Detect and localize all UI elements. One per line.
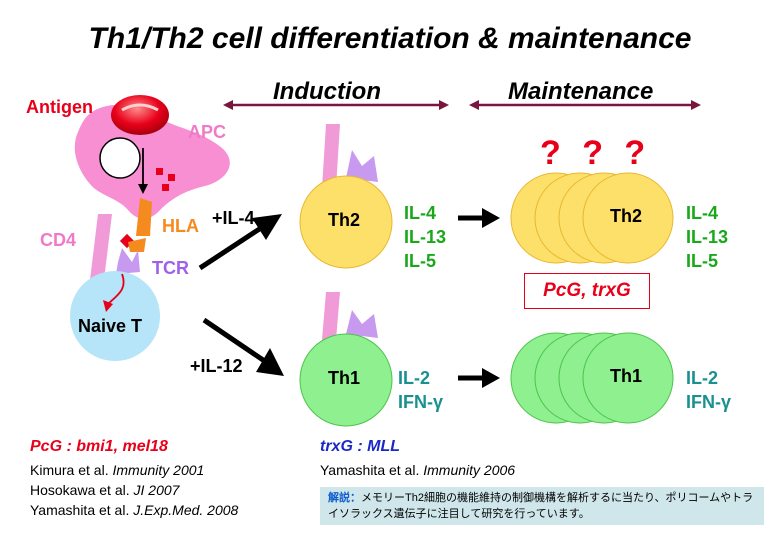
th2-tcr-receptor xyxy=(346,150,378,182)
hla-label: HLA xyxy=(162,216,199,236)
reference-journal: JI 2007 xyxy=(133,482,180,498)
induction-label: Induction xyxy=(273,78,381,105)
signal-arrow xyxy=(107,273,125,305)
th1-label: Th1 xyxy=(328,368,361,388)
note-text: メモリーTh2細胞の機能維持の制御機構を解析するに当たり、ポリコームやトライソラ… xyxy=(328,492,754,520)
th2-maintenance-arrowhead xyxy=(482,208,500,228)
apc-cell xyxy=(74,104,230,219)
peptide-fragment xyxy=(168,174,175,181)
hla-groove xyxy=(128,238,146,252)
th1-cd4-receptor xyxy=(322,292,340,340)
antigen-label: Antigen xyxy=(26,97,93,117)
trxg-reference: Yamashita et al. Immunity 2006 xyxy=(320,460,515,480)
unknown-mechanism-marks: ? ? ? xyxy=(540,134,652,172)
naive-cd4-receptor xyxy=(90,214,112,280)
cd4-label: CD4 xyxy=(40,230,77,250)
il4-arrowhead xyxy=(252,214,282,240)
th1-cell xyxy=(299,333,393,427)
th1-memory-cytokine: IFN-γ xyxy=(686,392,731,412)
antigen-highlight xyxy=(121,103,159,112)
peptide-fragment xyxy=(162,184,169,191)
reference-journal: Immunity 2001 xyxy=(112,462,205,478)
naive-tcr-receptor xyxy=(116,248,140,274)
apc-nucleus xyxy=(99,137,141,179)
th1-memory-cytokine: IL-2 xyxy=(686,368,719,388)
th2-label: Th2 xyxy=(328,210,361,230)
th1-memory-label: Th1 xyxy=(610,366,643,386)
maintenance-label: Maintenance xyxy=(508,78,654,105)
th2-memory-cell xyxy=(582,172,674,264)
page-title: Th1/Th2 cell differentiation & maintenan… xyxy=(88,22,692,55)
il4-stim-label: +IL-4 xyxy=(212,208,255,228)
antigen-processing-arrowhead xyxy=(138,184,148,194)
reference-journal: Immunity 2006 xyxy=(423,462,516,478)
pcg-reference-heading: PcG : bmi1, mel18 xyxy=(30,438,168,455)
trxg-reference-heading: trxG : MLL xyxy=(320,438,400,455)
reference-authors: Hosokawa et al. xyxy=(30,482,130,498)
peptide-fragment xyxy=(156,168,163,175)
naive-t-label: Naive T xyxy=(78,316,143,336)
th2-cd4-receptor xyxy=(322,124,340,188)
th1-cytokine: IL-2 xyxy=(398,368,431,388)
th1-maintenance-arrowhead xyxy=(482,368,500,388)
th2-memory-cytokine: IL-13 xyxy=(686,227,729,247)
th2-cell xyxy=(299,175,393,269)
th2-memory-label: Th2 xyxy=(610,206,643,226)
hla-molecule xyxy=(136,198,152,236)
pcg-reference: Yamashita et al. J.Exp.Med. 2008 xyxy=(30,500,238,520)
reference-authors: Yamashita et al. xyxy=(30,502,130,518)
th2-memory-cytokine: IL-4 xyxy=(686,203,719,223)
pcg-reference: Kimura et al. Immunity 2001 xyxy=(30,460,204,480)
il12-differentiation-arrow xyxy=(202,317,268,365)
th1-tcr-receptor xyxy=(346,310,378,338)
il4-differentiation-arrow xyxy=(198,223,266,271)
il12-arrowhead xyxy=(256,348,284,376)
th2-cytokine: IL-4 xyxy=(404,203,437,223)
th2-memory-cytokine: IL-5 xyxy=(686,251,719,271)
apc-label: APC xyxy=(188,122,227,142)
pcg-trxg-box: PcG, trxG xyxy=(524,273,650,309)
il12-stim-label: +IL-12 xyxy=(190,356,243,376)
note-label: 解説： xyxy=(328,492,361,504)
explanation-note: 解説：メモリーTh2細胞の機能維持の制御機構を解析するに当たり、ポリコームやトラ… xyxy=(320,487,764,525)
naive-t-cell xyxy=(70,271,160,361)
tcr-label: TCR xyxy=(152,258,189,278)
pcg-reference: Hosokawa et al. JI 2007 xyxy=(30,480,179,500)
antigen-particle xyxy=(111,95,169,135)
reference-authors: Yamashita et al. xyxy=(320,462,420,478)
th2-cytokine: IL-13 xyxy=(404,227,447,247)
th1-memory-cell xyxy=(582,332,674,424)
th1-cytokine: IFN-γ xyxy=(398,392,443,412)
reference-journal: J.Exp.Med. 2008 xyxy=(133,502,239,518)
th2-cytokine: IL-5 xyxy=(404,251,437,271)
reference-authors: Kimura et al. xyxy=(30,462,109,478)
signal-arrowhead xyxy=(103,300,113,312)
